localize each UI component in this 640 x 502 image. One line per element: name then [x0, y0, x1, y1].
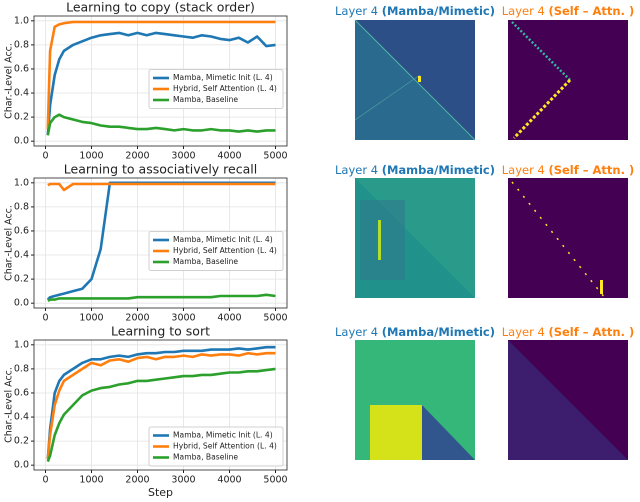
- heatmap: [508, 20, 628, 140]
- legend-label: Mamba, Baseline: [173, 257, 238, 266]
- y-axis-label: Char.-Level Acc.: [4, 205, 15, 281]
- plot-frame: [33, 339, 288, 471]
- y-tick-label: 0.2: [14, 274, 29, 285]
- y-tick-label: 0.2: [14, 112, 29, 123]
- y-tick-label: 0.8: [14, 39, 29, 50]
- series-line: [46, 20, 276, 130]
- heatmap-title-label: Layer 4: [502, 163, 545, 177]
- heatmap: [355, 340, 475, 460]
- heatmap-title: Layer 4 (Self – Attn. ): [502, 163, 634, 177]
- heatmap-title-highlight: (Mamba/Mimetic): [382, 4, 495, 18]
- legend-box: [148, 69, 284, 109]
- y-tick-label: 1.0: [14, 15, 29, 26]
- x-tick-label: 4000: [217, 475, 241, 486]
- heatmap-title: Layer 4 (Self – Attn. ): [502, 4, 634, 18]
- legend-label: Hybrid, Self Attention (L. 4): [173, 442, 277, 451]
- heatmap-title-highlight: (Self – Attn. ): [548, 163, 634, 177]
- series-line: [46, 345, 276, 460]
- heatmap-title-label: Layer 4: [335, 325, 378, 339]
- legend-label: Hybrid, Self Attention (L. 4): [173, 246, 277, 255]
- chart-title: Learning to sort: [111, 324, 210, 339]
- legend-label: Mamba, Mimetic Init (L. 4): [173, 235, 273, 244]
- series-line: [46, 31, 276, 136]
- y-tick-label: 1.0: [14, 177, 29, 188]
- series-line: [47, 293, 276, 302]
- y-tick-label: 0.0: [14, 460, 29, 471]
- series-line: [46, 113, 276, 136]
- legend-box: [148, 231, 284, 271]
- heatmap: [508, 340, 628, 460]
- heatmap-title-highlight: (Mamba/Mimetic): [382, 163, 495, 177]
- legend-label: Mamba, Mimetic Init (L. 4): [173, 431, 273, 440]
- heatmap-title-highlight: (Self – Attn. ): [548, 4, 634, 18]
- series-line: [46, 367, 276, 463]
- y-tick-label: 0.4: [14, 250, 29, 261]
- heatmap-title-label: Layer 4: [502, 325, 545, 339]
- x-tick-label: 4000: [217, 313, 241, 324]
- y-tick-label: 0.8: [14, 363, 29, 374]
- heatmap-title: Layer 4 (Mamba/Mimetic): [335, 163, 495, 177]
- x-axis-label: Step: [148, 486, 173, 498]
- x-tick-label: 4000: [217, 151, 241, 162]
- y-axis-label: Char.-Level Acc.: [4, 367, 15, 443]
- y-tick-label: 0.6: [14, 63, 29, 74]
- heatmap-title: Layer 4 (Self – Attn. ): [502, 325, 634, 339]
- heatmap-title-highlight: (Mamba/Mimetic): [382, 325, 495, 339]
- heatmap-title: Layer 4 (Mamba/Mimetic): [335, 4, 495, 18]
- heatmap: [354, 19, 476, 141]
- x-tick-label: 5000: [263, 313, 287, 324]
- heatmap-title: Layer 4 (Mamba/Mimetic): [335, 325, 495, 339]
- x-tick-label: 0: [42, 475, 48, 486]
- y-tick-label: 0.4: [14, 412, 29, 423]
- x-tick-label: 5000: [263, 475, 287, 486]
- series-line: [47, 182, 276, 192]
- x-tick-label: 5000: [263, 151, 287, 162]
- heatmap-title-label: Layer 4: [335, 163, 378, 177]
- plot-frame: [33, 177, 288, 309]
- x-tick-label: 2000: [125, 475, 149, 486]
- x-tick-label: 0: [42, 151, 48, 162]
- x-tick-label: 0: [42, 313, 48, 324]
- legend-label: Mamba, Baseline: [173, 95, 238, 104]
- heatmap-title-label: Layer 4: [335, 4, 378, 18]
- y-axis-label: Char.-Level Acc.: [4, 43, 15, 119]
- y-tick-label: 0.6: [14, 225, 29, 236]
- chart-title: Learning to copy (stack order): [66, 0, 255, 15]
- x-tick-label: 3000: [171, 313, 195, 324]
- legend-label: Hybrid, Self Attention (L. 4): [173, 84, 277, 93]
- x-tick-label: 2000: [125, 151, 149, 162]
- y-tick-label: 0.6: [14, 387, 29, 398]
- plot-frame: [33, 15, 288, 147]
- heatmap: [355, 178, 475, 298]
- y-tick-label: 0.2: [14, 436, 29, 447]
- x-tick-label: 1000: [79, 475, 103, 486]
- legend-label: Mamba, Baseline: [173, 453, 238, 462]
- y-tick-label: 0.0: [14, 298, 29, 309]
- legend-label: Mamba, Mimetic Init (L. 4): [173, 73, 273, 82]
- heatmap: [508, 178, 628, 299]
- legend-box: [148, 426, 284, 467]
- heatmap-title-label: Layer 4: [502, 4, 545, 18]
- x-tick-label: 3000: [171, 475, 195, 486]
- x-tick-label: 1000: [79, 151, 103, 162]
- y-tick-label: 1.0: [14, 339, 29, 350]
- y-tick-label: 0.8: [14, 201, 29, 212]
- heatmap-title-highlight: (Self – Attn. ): [548, 325, 634, 339]
- x-tick-label: 2000: [125, 313, 149, 324]
- x-tick-label: 3000: [171, 151, 195, 162]
- series-line: [46, 351, 276, 460]
- y-tick-label: 0.4: [14, 88, 29, 99]
- chart-title: Learning to associatively recall: [64, 162, 257, 177]
- x-tick-label: 1000: [79, 313, 103, 324]
- y-tick-label: 0.0: [14, 136, 29, 147]
